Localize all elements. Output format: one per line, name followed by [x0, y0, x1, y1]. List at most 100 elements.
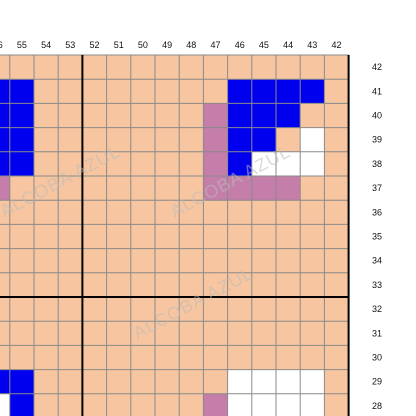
stitch-cell [9, 345, 35, 370]
stitch-cell [82, 224, 107, 249]
stitch-cell [58, 127, 83, 152]
stitch-cell [251, 345, 276, 370]
stitch-cell [0, 200, 10, 225]
stitch-cell [9, 321, 35, 346]
stitch-cell [106, 200, 131, 225]
stitch-cell [203, 176, 228, 201]
stitch-cell [58, 345, 83, 370]
stitch-cell [324, 200, 349, 225]
stitch-cell [179, 55, 204, 80]
row-number: 31 [372, 328, 382, 338]
stitch-cell [179, 127, 204, 152]
stitch-cell [324, 55, 349, 80]
stitch-cell [155, 321, 180, 346]
row-number: 36 [372, 207, 382, 217]
stitch-cell [58, 151, 83, 176]
stitch-cell [300, 369, 325, 394]
stitch-cell [0, 127, 10, 152]
stitch-cell [58, 79, 83, 104]
stitch-cell [276, 248, 301, 273]
stitch-cell [0, 151, 10, 176]
stitch-cell [300, 393, 325, 416]
column-number: 53 [65, 40, 75, 50]
stitch-cell [203, 297, 228, 322]
stitch-cell [276, 55, 301, 80]
stitch-cell [155, 176, 180, 201]
stitch-cell [34, 321, 59, 346]
stitch-cell [106, 55, 131, 80]
stitch-cell [82, 176, 107, 201]
stitch-cell [179, 176, 204, 201]
stitch-cell [155, 103, 180, 128]
stitch-cell [203, 393, 228, 416]
row-number: 35 [372, 232, 382, 242]
stitch-cell [203, 321, 228, 346]
stitch-cell [9, 127, 35, 152]
stitch-cell [276, 79, 301, 104]
stitch-cell [58, 321, 83, 346]
stitch-cell [106, 248, 131, 273]
stitch-cell [227, 200, 252, 225]
stitch-cell [0, 176, 10, 201]
stitch-cell [251, 393, 276, 416]
stitch-cell [251, 127, 276, 152]
stitch-cell [155, 248, 180, 273]
stitch-cell [276, 127, 301, 152]
stitch-cell [0, 345, 10, 370]
stitch-cell [276, 151, 301, 176]
stitch-cell [203, 103, 228, 128]
stitch-cell [179, 272, 204, 297]
stitch-cell [251, 200, 276, 225]
stitch-cell [106, 176, 131, 201]
stitch-cell [34, 297, 59, 322]
stitch-cell [34, 272, 59, 297]
stitch-cell [324, 79, 349, 104]
stitch-cell [9, 200, 35, 225]
stitch-cell [58, 103, 83, 128]
stitch-cell [0, 321, 10, 346]
grid-lines [0, 54, 350, 416]
stitch-cell [227, 127, 252, 152]
stitch-cell [227, 224, 252, 249]
stitch-cell [179, 297, 204, 322]
stitch-cell [106, 79, 131, 104]
stitch-cell [130, 369, 155, 394]
stitch-cell [251, 369, 276, 394]
stitch-cell [0, 248, 10, 273]
stitch-cell [106, 297, 131, 322]
stitch-cell [58, 55, 83, 80]
row-number: 41 [372, 86, 382, 96]
stitch-cell [227, 151, 252, 176]
stitch-cell [0, 393, 10, 416]
stitch-cell [251, 151, 276, 176]
stitch-cell [106, 345, 131, 370]
stitch-cell [276, 369, 301, 394]
column-number: 45 [259, 40, 269, 50]
stitch-cell [155, 369, 180, 394]
stitch-cell [130, 345, 155, 370]
row-number: 39 [372, 135, 382, 145]
stitch-cell [324, 345, 349, 370]
stitch-cell [82, 55, 107, 80]
stitch-cell [82, 297, 107, 322]
column-number: 43 [307, 40, 317, 50]
stitch-cell [300, 55, 325, 80]
stitch-cell [130, 127, 155, 152]
stitch-cell [251, 297, 276, 322]
column-number: 42 [331, 40, 341, 50]
stitch-cell [34, 248, 59, 273]
stitch-cell [155, 151, 180, 176]
stitch-cell [0, 55, 10, 80]
stitch-cell [130, 248, 155, 273]
stitch-cell [324, 248, 349, 273]
stitch-cell [106, 272, 131, 297]
stitch-cell [179, 393, 204, 416]
stitch-cell [203, 272, 228, 297]
stitch-cell [82, 103, 107, 128]
column-number: 47 [210, 40, 220, 50]
stitch-cell [155, 79, 180, 104]
stitch-cell [106, 103, 131, 128]
stitch-cell [155, 272, 180, 297]
row-number: 28 [372, 401, 382, 411]
